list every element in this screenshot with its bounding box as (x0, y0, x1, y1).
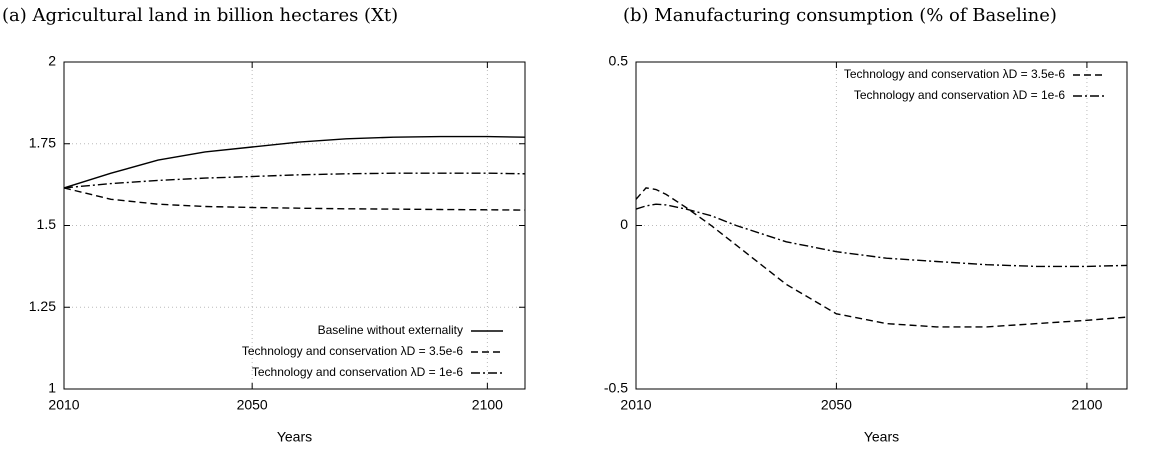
y-tick-label: 1.5 (37, 216, 57, 232)
x-tick-label: 2050 (237, 397, 268, 413)
legend-label: Technology and conservation λD = 1e-6 (854, 88, 1065, 102)
x-tick-label: 2010 (620, 397, 651, 413)
x-tick-label: 2050 (821, 397, 852, 413)
legend-label: Technology and conservation λD = 3.5e-6 (242, 344, 463, 358)
x-axis-label: Years (277, 429, 312, 445)
y-tick-label: 0 (620, 216, 628, 232)
line-series (63, 187, 526, 211)
y-tick-label: 1 (48, 380, 56, 396)
x-tick-label: 2100 (1071, 397, 1102, 413)
line-series (63, 172, 526, 189)
plot-frame (63, 61, 526, 390)
line-series (63, 135, 526, 189)
y-tick-label: 2 (48, 53, 56, 69)
y-tick-label: -0.5 (604, 380, 628, 396)
legend-label: Technology and conservation λD = 1e-6 (252, 365, 463, 379)
line-series (635, 187, 1128, 328)
y-tick-label: 1.75 (29, 134, 56, 150)
plot-frame (635, 61, 1128, 390)
chart-title: (b) Manufacturing consumption (% of Base… (623, 5, 1057, 26)
chart-title: (a) Agricultural land in billion hectare… (2, 5, 398, 26)
x-tick-label: 2010 (48, 397, 79, 413)
y-tick-label: 1.25 (29, 298, 56, 314)
x-tick-label: 2100 (472, 397, 503, 413)
legend-label: Baseline without externality (318, 323, 463, 337)
y-tick-label: 0.5 (609, 53, 629, 69)
x-axis-label: Years (864, 429, 899, 445)
line-series (635, 203, 1128, 268)
legend-label: Technology and conservation λD = 3.5e-6 (844, 67, 1065, 81)
